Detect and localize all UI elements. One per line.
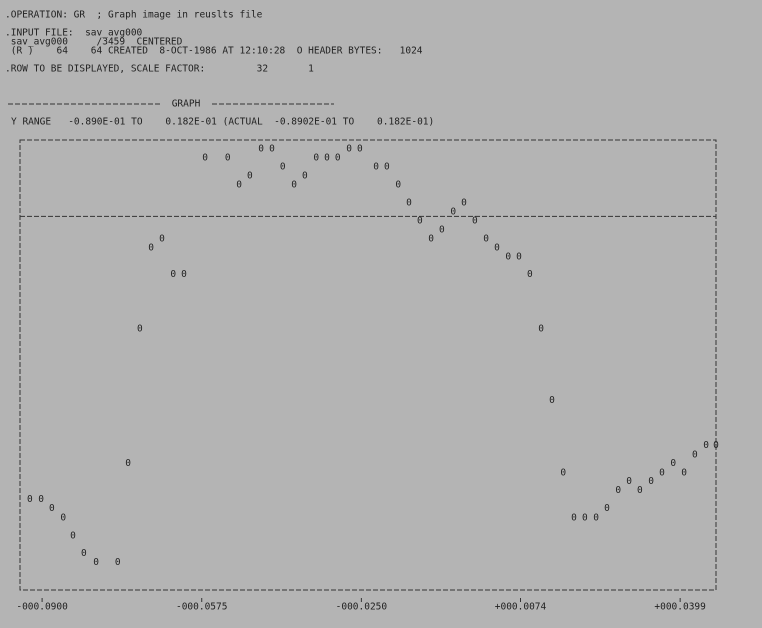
point: 0 xyxy=(494,242,500,253)
plot-frame xyxy=(19,139,717,591)
point: 0 xyxy=(593,512,599,523)
point: 0 xyxy=(395,179,401,190)
header-line: .INPUT FILE: sav_avg000 xyxy=(5,28,143,39)
x-tick-label: -000.0900 xyxy=(16,602,68,613)
point: 0 xyxy=(637,485,643,496)
point: 0 xyxy=(335,153,341,164)
point: 0 xyxy=(27,494,33,505)
point: 0 xyxy=(236,179,242,190)
point: 0 xyxy=(269,143,275,154)
point: 0 xyxy=(527,269,533,280)
point: 0 xyxy=(81,548,87,559)
point: 0 xyxy=(313,153,319,164)
point: 0 xyxy=(461,197,467,208)
point: 0 xyxy=(93,557,99,568)
point: 0 xyxy=(692,449,698,460)
point: 0 xyxy=(615,485,621,496)
point: 0 xyxy=(604,503,610,514)
point: 0 xyxy=(70,530,76,541)
point: 0 xyxy=(49,503,55,514)
point: 0 xyxy=(582,512,588,523)
point: 0 xyxy=(648,476,654,487)
point: 0 xyxy=(373,161,379,172)
x-tick-label: -000.0250 xyxy=(336,602,388,613)
point: 0 xyxy=(703,440,709,451)
point: 0 xyxy=(202,153,208,164)
point: 0 xyxy=(60,512,66,523)
point: 0 xyxy=(225,153,231,164)
point: 0 xyxy=(346,143,352,154)
point: 0 xyxy=(406,197,412,208)
x-tick-label: +000.0074 xyxy=(495,602,547,613)
point: 0 xyxy=(324,153,330,164)
point: 0 xyxy=(439,224,445,235)
header-line: sav_avg000 /3459 CENTERED xyxy=(5,37,183,48)
point: 0 xyxy=(713,440,719,451)
x-tick-label: +000.0399 xyxy=(654,602,706,613)
point: 0 xyxy=(357,143,363,154)
header-line: .OPERATION: GR ; Graph image in reuslts … xyxy=(5,10,263,21)
point: 0 xyxy=(258,143,264,154)
point: 0 xyxy=(516,252,522,263)
point: 0 xyxy=(681,467,687,478)
point: 0 xyxy=(384,161,390,172)
point: 0 xyxy=(181,269,187,280)
point: 0 xyxy=(549,395,555,406)
point: 0 xyxy=(571,512,577,523)
point: 0 xyxy=(115,557,121,568)
point: 0 xyxy=(483,234,489,245)
point: 0 xyxy=(247,171,253,182)
point: 0 xyxy=(659,467,665,478)
point: 0 xyxy=(291,179,297,190)
point: 0 xyxy=(560,467,566,478)
point: 0 xyxy=(626,476,632,487)
point: 0 xyxy=(428,234,434,245)
point: 0 xyxy=(38,494,44,505)
point: 0 xyxy=(472,216,478,227)
point: 0 xyxy=(159,234,165,245)
point: 0 xyxy=(417,216,423,227)
chart-subtitle: Y RANGE -0.890E-01 TO 0.182E-01 (ACTUAL … xyxy=(11,117,434,128)
point: 0 xyxy=(170,269,176,280)
point: 0 xyxy=(670,458,676,469)
point: 0 xyxy=(302,171,308,182)
point: 0 xyxy=(538,323,544,334)
point: 0 xyxy=(505,252,511,263)
header-line: .ROW TO BE DISPLAYED, SCALE FACTOR: 32 1 xyxy=(5,64,314,75)
chart-title: GRAPH xyxy=(172,99,201,110)
point: 0 xyxy=(137,323,143,334)
header-line: (R ) 64 64 CREATED 8-OCT-1986 AT 12:10:2… xyxy=(5,46,423,57)
point: 0 xyxy=(280,161,286,172)
x-tick-label: -000.0575 xyxy=(176,602,227,613)
point: 0 xyxy=(148,242,154,253)
point: 0 xyxy=(125,458,131,469)
point: 0 xyxy=(450,206,456,217)
